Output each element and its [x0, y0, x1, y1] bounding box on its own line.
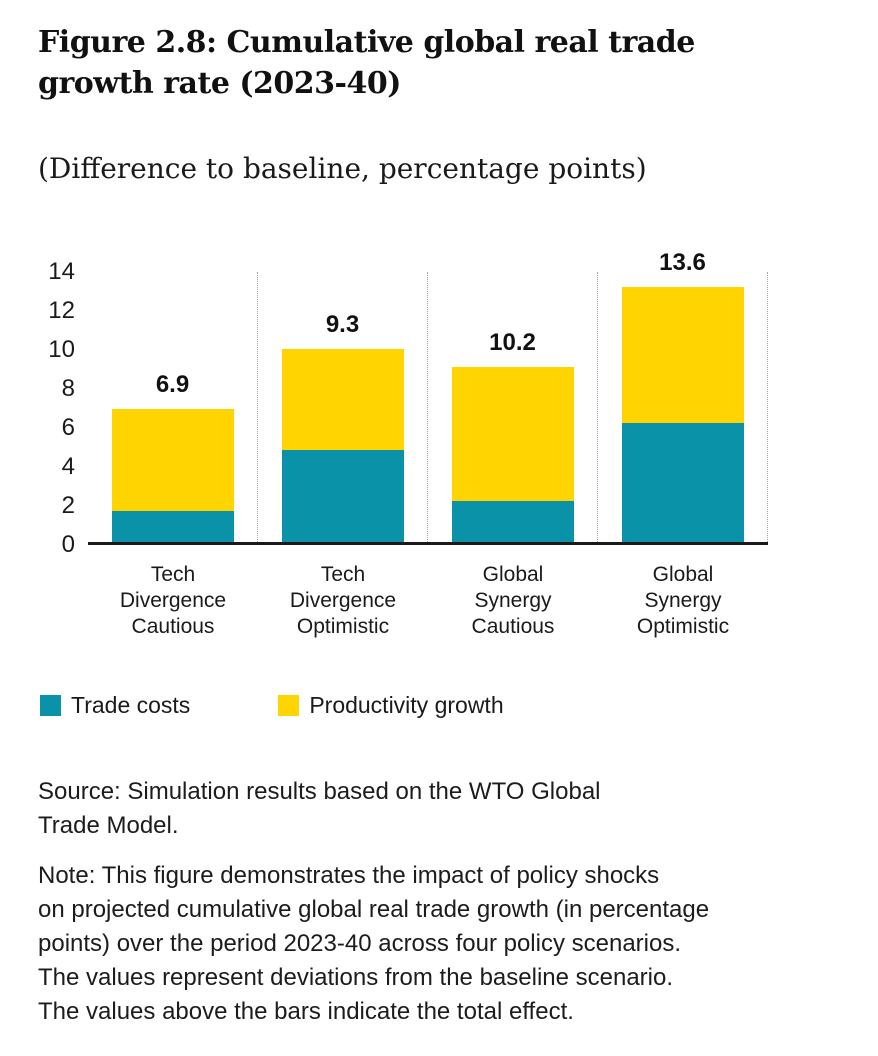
- legend-label: Trade costs: [71, 692, 191, 718]
- bar-segment-trade-costs: [452, 501, 574, 542]
- y-tick-label: 14: [48, 258, 75, 285]
- bar-total-label: 13.6: [659, 248, 706, 276]
- plot-area: 6.9 9.3 10.2 13.6: [88, 249, 768, 545]
- y-tick-label: 2: [61, 492, 75, 519]
- category-label: Tech Divergence Optimistic: [258, 562, 428, 640]
- bar-segment-trade-costs: [112, 510, 234, 542]
- text-line: The values represent deviations from the…: [38, 964, 674, 991]
- source-text: Source: Simulation results based on the …: [38, 775, 858, 843]
- note-text: Note: This figure demonstrates the impac…: [38, 859, 858, 1029]
- stacked-bar: [282, 348, 404, 542]
- category-label-line: Cautious: [131, 615, 215, 638]
- figure-subtitle: (Difference to baseline, percentage poin…: [38, 152, 647, 185]
- text-line: The values above the bars indicate the t…: [38, 998, 574, 1025]
- plot-row: 0 2 4 6 8 10 12 14 6.9 9.3 10.2 13.6: [38, 249, 858, 558]
- text-line: Figure 2.8: Cumulative global real trade: [38, 25, 695, 60]
- y-tick-label: 12: [48, 297, 75, 324]
- figure-page: Figure 2.8: Cumulative global real trade…: [38, 22, 858, 1029]
- legend-swatch-icon: [278, 695, 300, 716]
- bar-segment-productivity-growth: [282, 348, 404, 451]
- category-label-line: Synergy: [644, 589, 722, 612]
- text-line: growth rate (2023-40): [38, 66, 401, 101]
- chart-column: 6.9: [88, 272, 258, 542]
- category-label-line: Global: [482, 563, 544, 586]
- bar-segment-trade-costs: [622, 423, 744, 542]
- stacked-bar: [452, 366, 574, 542]
- category-label-line: Tech: [320, 563, 366, 586]
- category-label: Global Synergy Optimistic: [598, 562, 768, 640]
- bar-segment-productivity-growth: [452, 366, 574, 502]
- legend-item: Productivity growth: [278, 692, 504, 719]
- bar-total-label: 6.9: [155, 371, 190, 399]
- stacked-bar-chart: 0 2 4 6 8 10 12 14 6.9 9.3 10.2 13.6 Tech Divergenc…: [38, 249, 858, 719]
- text-line: Source: Simulation results based on the …: [38, 778, 601, 805]
- category-label-line: Synergy: [474, 589, 552, 612]
- legend-item: Trade costs: [40, 692, 190, 719]
- category-label: Tech Divergence Cautious: [88, 562, 258, 640]
- category-label-line: Optimistic: [636, 615, 730, 638]
- chart-column: 10.2: [428, 272, 598, 542]
- bar-total-label: 10.2: [489, 328, 536, 356]
- category-label-line: Optimistic: [296, 615, 390, 638]
- category-label-line: Global: [652, 563, 714, 586]
- bar-segment-trade-costs: [282, 450, 404, 542]
- stacked-bar: [622, 286, 744, 542]
- bar-segment-productivity-growth: [112, 409, 234, 511]
- x-axis-labels: Tech Divergence Cautious Tech Divergence Opti…: [88, 562, 768, 640]
- y-tick-label: 0: [61, 531, 75, 558]
- bar-total-label: 9.3: [325, 310, 360, 338]
- bar-segment-productivity-growth: [622, 286, 744, 424]
- category-label-line: Cautious: [471, 615, 555, 638]
- category-label-line: Tech: [150, 563, 196, 586]
- category-label-line: Divergence: [289, 589, 397, 612]
- category-label-line: Divergence: [119, 589, 227, 612]
- figure-title: Figure 2.8: Cumulative global real trade…: [38, 22, 858, 104]
- text-line: points) over the period 2023-40 across f…: [38, 930, 682, 957]
- legend-swatch-icon: [40, 695, 61, 716]
- text-line: on projected cumulative global real trad…: [38, 896, 710, 923]
- chart-column: 9.3: [258, 272, 428, 542]
- y-tick-label: 8: [61, 375, 75, 402]
- chart-column: 13.6: [598, 249, 768, 542]
- y-tick-label: 10: [48, 336, 75, 363]
- stacked-bar: [112, 409, 234, 542]
- category-label: Global Synergy Cautious: [428, 562, 598, 640]
- legend-label: Productivity growth: [309, 692, 504, 718]
- y-tick-label: 4: [61, 453, 75, 480]
- text-line: Note: This figure demonstrates the impac…: [38, 862, 660, 889]
- text-line: Trade Model.: [38, 812, 179, 839]
- chart-legend: Trade costs Productivity growth: [40, 692, 858, 719]
- y-axis: 0 2 4 6 8 10 12 14: [38, 258, 88, 558]
- y-tick-label: 6: [61, 414, 75, 441]
